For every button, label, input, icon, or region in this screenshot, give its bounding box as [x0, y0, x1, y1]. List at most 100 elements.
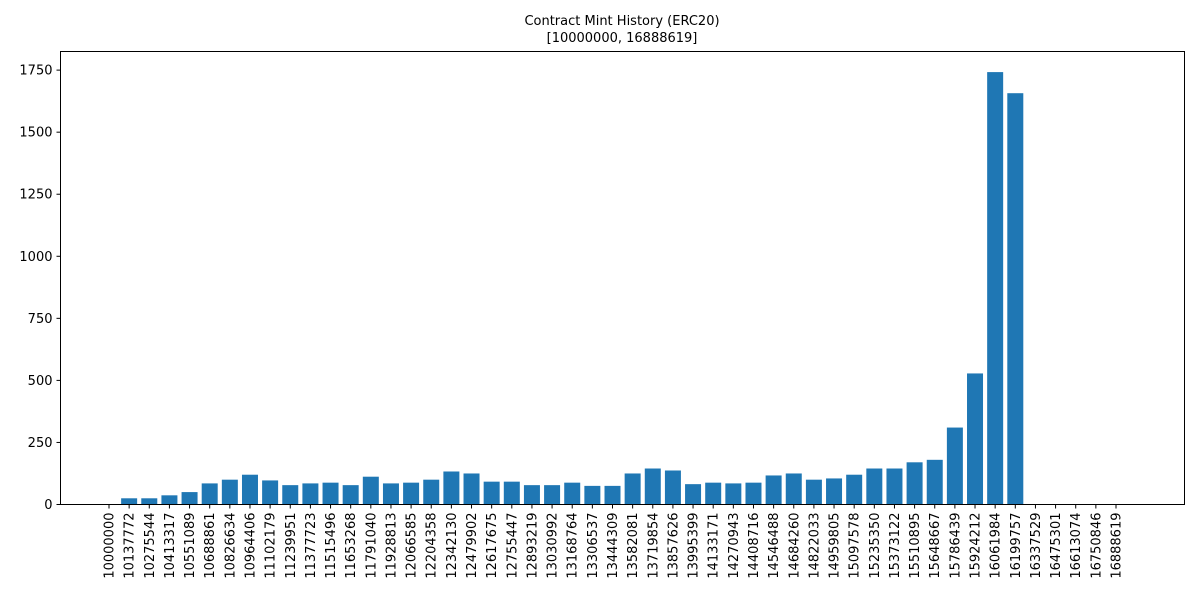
bar-13582081 — [624, 473, 641, 505]
x-tick-label: 11239951 — [284, 513, 299, 579]
x-tick-label: 13444309 — [606, 513, 621, 579]
x-tick-label: 12755447 — [505, 513, 520, 579]
x-tick-label: 15924212 — [969, 513, 984, 579]
x-tick-label: 15373122 — [888, 513, 903, 579]
x-tick-label: 12479902 — [465, 513, 480, 579]
bar-13306537 — [584, 485, 601, 505]
plot-frame — [60, 51, 1185, 505]
x-tick-label: 12204358 — [425, 513, 440, 579]
bar-13168764 — [564, 482, 581, 505]
bar-10413317 — [161, 495, 178, 505]
x-axis: 10000000 10137772 10275544 10413317 10551089… — [103, 504, 1125, 579]
bar-14408716 — [745, 482, 762, 505]
bar-14546488 — [765, 475, 782, 505]
bars-group — [121, 72, 1024, 505]
x-tick-label: 13582081 — [626, 513, 641, 579]
x-tick-label: 10413317 — [163, 513, 178, 579]
x-tick-label: 13857626 — [666, 513, 681, 579]
bar-13030992 — [544, 485, 561, 505]
bar-12617675 — [483, 481, 500, 505]
bar-14133171 — [705, 482, 722, 505]
y-tick-label: 250 — [28, 436, 53, 451]
bar-15786439 — [946, 427, 963, 505]
x-tick-label: 12066585 — [405, 513, 420, 579]
x-tick-label: 13306537 — [586, 513, 601, 579]
x-tick-label: 15648667 — [928, 513, 943, 579]
bar-13444309 — [604, 485, 621, 505]
bar-16061984 — [987, 72, 1004, 505]
bar-10826634 — [221, 479, 238, 505]
bar-15235350 — [866, 468, 883, 505]
x-tick-label: 11928813 — [384, 513, 399, 579]
x-tick-label: 13030992 — [546, 513, 561, 579]
x-tick-label: 16199757 — [1009, 513, 1024, 579]
chart-subtitle: [10000000, 16888619] — [547, 31, 698, 46]
x-tick-label: 11515496 — [324, 513, 339, 579]
bar-11102179 — [262, 480, 279, 505]
bar-14959805 — [826, 478, 843, 505]
x-tick-label: 16337529 — [1029, 513, 1044, 579]
x-tick-label: 16613074 — [1069, 513, 1084, 579]
bar-15648667 — [926, 459, 943, 505]
x-tick-label: 13995399 — [687, 513, 702, 579]
x-tick-label: 16475301 — [1049, 513, 1064, 579]
x-tick-label: 16750846 — [1089, 513, 1104, 579]
bar-13995399 — [685, 484, 702, 505]
bar-10964406 — [241, 474, 258, 505]
x-tick-label: 14822033 — [807, 513, 822, 579]
bar-12755447 — [503, 481, 520, 505]
x-tick-label: 10826634 — [223, 513, 238, 579]
x-tick-label: 14546488 — [767, 513, 782, 579]
x-tick-label: 10964406 — [243, 513, 258, 579]
y-tick-label: 0 — [44, 498, 52, 513]
x-tick-label: 10000000 — [103, 513, 118, 579]
x-tick-label: 14408716 — [747, 513, 762, 579]
bar-11653268 — [342, 485, 359, 505]
x-tick-label: 14133171 — [707, 513, 722, 579]
x-tick-label: 15786439 — [948, 513, 963, 579]
bar-14270943 — [725, 483, 742, 505]
x-tick-label: 11102179 — [264, 513, 279, 579]
bar-13719854 — [644, 468, 661, 505]
x-tick-label: 15097578 — [848, 513, 863, 579]
x-tick-label: 12342130 — [445, 513, 460, 579]
x-tick-label: 11377723 — [304, 513, 319, 579]
x-tick-label: 13168764 — [566, 513, 581, 579]
bar-12204358 — [423, 479, 440, 505]
bar-11791040 — [362, 476, 379, 505]
bar-15924212 — [967, 373, 984, 505]
x-tick-label: 14959805 — [828, 513, 843, 579]
x-tick-label: 12617675 — [485, 513, 500, 579]
bar-13857626 — [664, 470, 681, 505]
y-tick-label: 1000 — [19, 250, 52, 265]
x-tick-label: 14270943 — [727, 513, 742, 579]
bar-12342130 — [443, 471, 460, 505]
x-tick-label: 10551089 — [183, 513, 198, 579]
x-tick-label: 12893219 — [525, 513, 540, 579]
bar-12066585 — [403, 482, 420, 505]
bar-12479902 — [463, 473, 480, 505]
y-tick-label: 1250 — [19, 188, 52, 203]
bar-15510895 — [906, 462, 923, 505]
bar-14684260 — [785, 473, 802, 505]
y-tick-label: 1500 — [19, 126, 52, 141]
x-tick-label: 10137772 — [123, 513, 138, 579]
x-tick-label: 11791040 — [364, 513, 379, 579]
x-tick-label: 10688861 — [203, 513, 218, 579]
x-tick-label: 15235350 — [868, 513, 883, 579]
y-axis: 0 250 500 750 1000 1250 1500 1750 — [19, 64, 61, 513]
bar-14822033 — [805, 479, 822, 505]
x-tick-label: 14684260 — [787, 513, 802, 579]
x-tick-label: 10275544 — [143, 513, 158, 579]
y-tick-label: 1750 — [19, 64, 52, 79]
bar-15373122 — [886, 468, 903, 505]
y-tick-label: 500 — [28, 374, 53, 389]
bar-11928813 — [382, 483, 399, 505]
bar-16199757 — [1007, 93, 1024, 505]
bar-10137772 — [121, 498, 138, 505]
bar-11239951 — [282, 485, 299, 505]
x-tick-label: 15510895 — [908, 513, 923, 579]
x-tick-label: 16888619 — [1110, 513, 1125, 579]
